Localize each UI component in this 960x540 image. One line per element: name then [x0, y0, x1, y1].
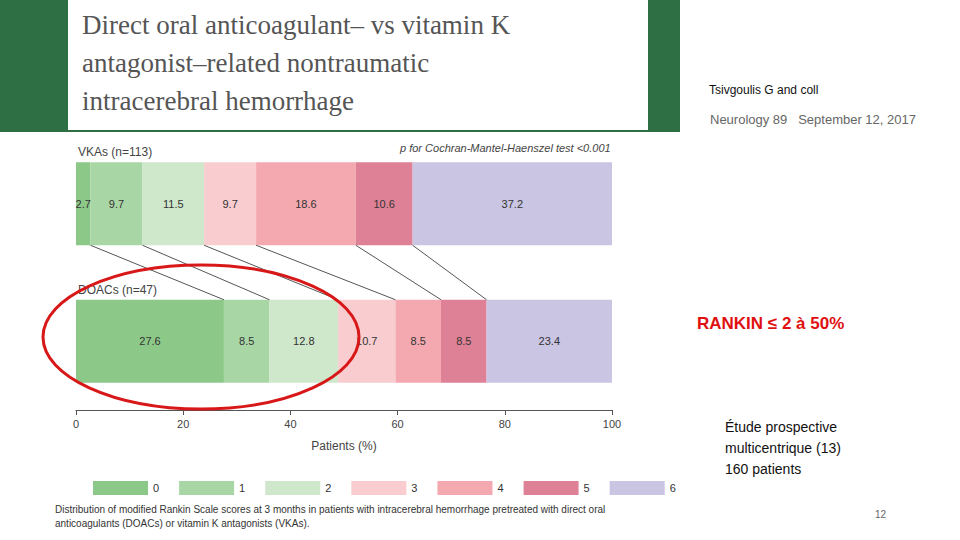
- svg-text:Distribution of modified Ranki: Distribution of modified Rankin Scale sc…: [55, 504, 608, 515]
- svg-text:VKAs (n=113): VKAs (n=113): [78, 145, 152, 159]
- svg-text:8.5: 8.5: [239, 335, 254, 347]
- svg-text:10.6: 10.6: [373, 198, 394, 210]
- svg-text:11.5: 11.5: [163, 198, 184, 210]
- svg-text:intracerebral hemorrhage: intracerebral hemorrhage: [82, 86, 354, 116]
- svg-text:10.7: 10.7: [356, 335, 378, 348]
- svg-text:p for Cochran-Mantel-Haenszel: p for Cochran-Mantel-Haenszel test <0.00…: [399, 142, 611, 154]
- svg-text:0: 0: [73, 418, 79, 430]
- svg-text:multicentrique (13): multicentrique (13): [725, 440, 841, 456]
- svg-text:DOACs (n=47): DOACs (n=47): [78, 282, 157, 297]
- svg-text:60: 60: [391, 418, 403, 430]
- svg-text:4: 4: [497, 482, 503, 494]
- svg-text:2.7: 2.7: [76, 198, 91, 210]
- svg-text:5: 5: [584, 482, 590, 494]
- svg-text:Patients (%): Patients (%): [311, 439, 376, 453]
- svg-text:80: 80: [499, 418, 511, 430]
- svg-text:9.7: 9.7: [109, 198, 124, 210]
- svg-text:100: 100: [603, 418, 621, 430]
- svg-text:12: 12: [875, 509, 887, 520]
- svg-text:40: 40: [284, 418, 296, 430]
- svg-text:18.6: 18.6: [295, 198, 316, 210]
- svg-text:Étude prospective: Étude prospective: [725, 419, 837, 435]
- svg-text:1: 1: [239, 482, 245, 494]
- svg-text:23.4: 23.4: [539, 335, 560, 347]
- svg-text:Tsivgoulis G and coll: Tsivgoulis G and coll: [709, 83, 818, 97]
- svg-text:8.5: 8.5: [456, 335, 471, 347]
- svg-text:27.6: 27.6: [139, 335, 160, 347]
- svg-text:antagonist–related nontraumati: antagonist–related nontraumatic: [82, 48, 429, 78]
- svg-text:12.8: 12.8: [293, 335, 314, 347]
- svg-text:RANKIN ≤ 2 à 50%: RANKIN ≤ 2 à 50%: [697, 314, 844, 333]
- svg-text:6: 6: [670, 482, 676, 494]
- svg-text:37.2: 37.2: [502, 198, 523, 210]
- svg-text:2: 2: [325, 482, 331, 494]
- svg-text:Direct oral anticoagulant– vs: Direct oral anticoagulant– vs vitamin K: [82, 10, 511, 40]
- svg-text:9.7: 9.7: [222, 198, 237, 210]
- svg-text:20: 20: [177, 418, 189, 430]
- svg-text:3: 3: [411, 482, 417, 494]
- svg-text:Neurology 89 September 12, 2: Neurology 89 September 12, 2017: [710, 112, 916, 127]
- svg-text:0: 0: [153, 482, 159, 494]
- svg-text:anticoagulants (DOACs) or vita: anticoagulants (DOACs) or vitamin K anta…: [55, 518, 310, 529]
- svg-text:8.5: 8.5: [411, 335, 426, 347]
- svg-text:160 patients: 160 patients: [725, 461, 801, 477]
